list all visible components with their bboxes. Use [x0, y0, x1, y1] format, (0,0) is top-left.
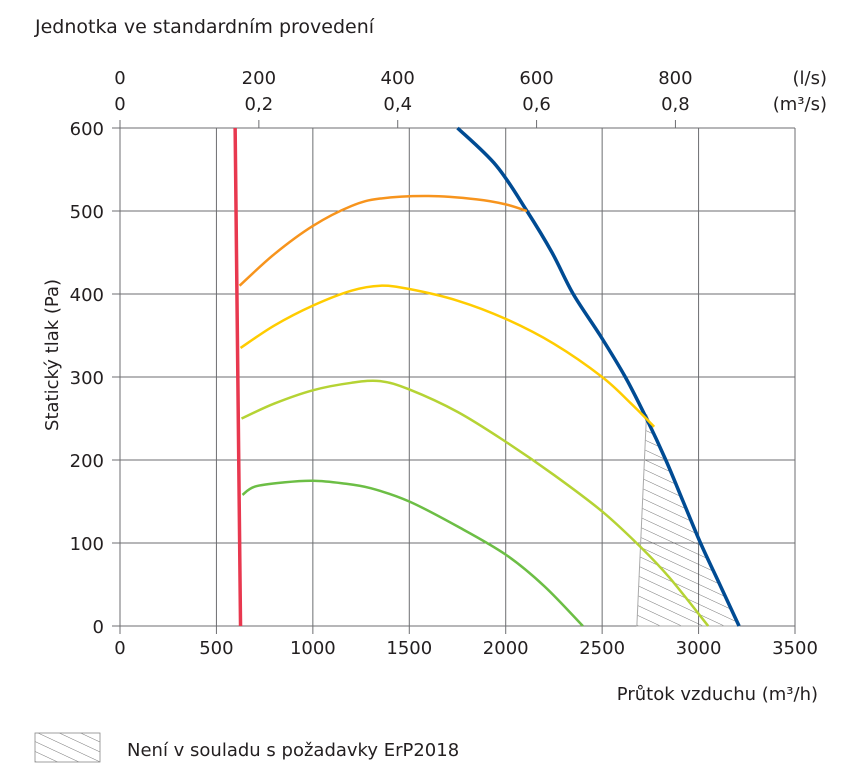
- x-tick-label: 1500: [386, 638, 432, 659]
- y-tick-label: 100: [70, 534, 104, 555]
- x-tick-label: 500: [199, 638, 233, 659]
- series-line-1: [456, 126, 741, 627]
- top-tick-label-ls: 400: [381, 68, 415, 89]
- series-line-0: [233, 127, 243, 627]
- top-tick-label-ls: 0: [114, 68, 125, 89]
- x-tick-label: 3000: [676, 638, 722, 659]
- y-tick-label: 500: [70, 202, 104, 223]
- top-tick-label-m3s: 0: [114, 94, 125, 115]
- x-tick-label: 0: [114, 638, 125, 659]
- legend-label: Není v souladu s požadavky ErP2018: [127, 740, 459, 761]
- top-tick-label-ls: 600: [519, 68, 553, 89]
- top-axis-ls-unit: (l/s): [793, 68, 828, 89]
- y-tick-label: 200: [70, 451, 104, 472]
- chart-title: Jednotka ve standardním provedení: [34, 16, 375, 38]
- top-tick-label-m3s: 0,4: [383, 94, 412, 115]
- series-line-4: [240, 379, 710, 627]
- series-line-5: [241, 479, 584, 627]
- series-line-3: [239, 284, 656, 428]
- legend-hatch-swatch: [34, 732, 101, 763]
- x-tick-label: 3500: [772, 638, 818, 659]
- top-tick-label-m3s: 0,6: [522, 94, 551, 115]
- top-tick-label-ls: 200: [242, 68, 276, 89]
- top-tick-label-m3s: 0,8: [661, 94, 690, 115]
- x-tick-label: 2000: [483, 638, 529, 659]
- series-line-2: [238, 194, 528, 287]
- y-axis-label: Statický tlak (Pa): [42, 279, 63, 431]
- y-tick-label: 600: [70, 119, 104, 140]
- y-tick-label: 0: [93, 617, 104, 638]
- y-tick-label: 400: [70, 285, 104, 306]
- x-axis-label: Průtok vzduchu (m³/h): [617, 684, 818, 705]
- top-tick-label-ls: 800: [658, 68, 692, 89]
- top-tick-label-m3s: 0,2: [245, 94, 274, 115]
- top-axis-m3s-unit: (m³/s): [773, 94, 827, 115]
- x-tick-label: 2500: [579, 638, 625, 659]
- x-tick-label: 1000: [290, 638, 336, 659]
- y-tick-label: 300: [70, 368, 104, 389]
